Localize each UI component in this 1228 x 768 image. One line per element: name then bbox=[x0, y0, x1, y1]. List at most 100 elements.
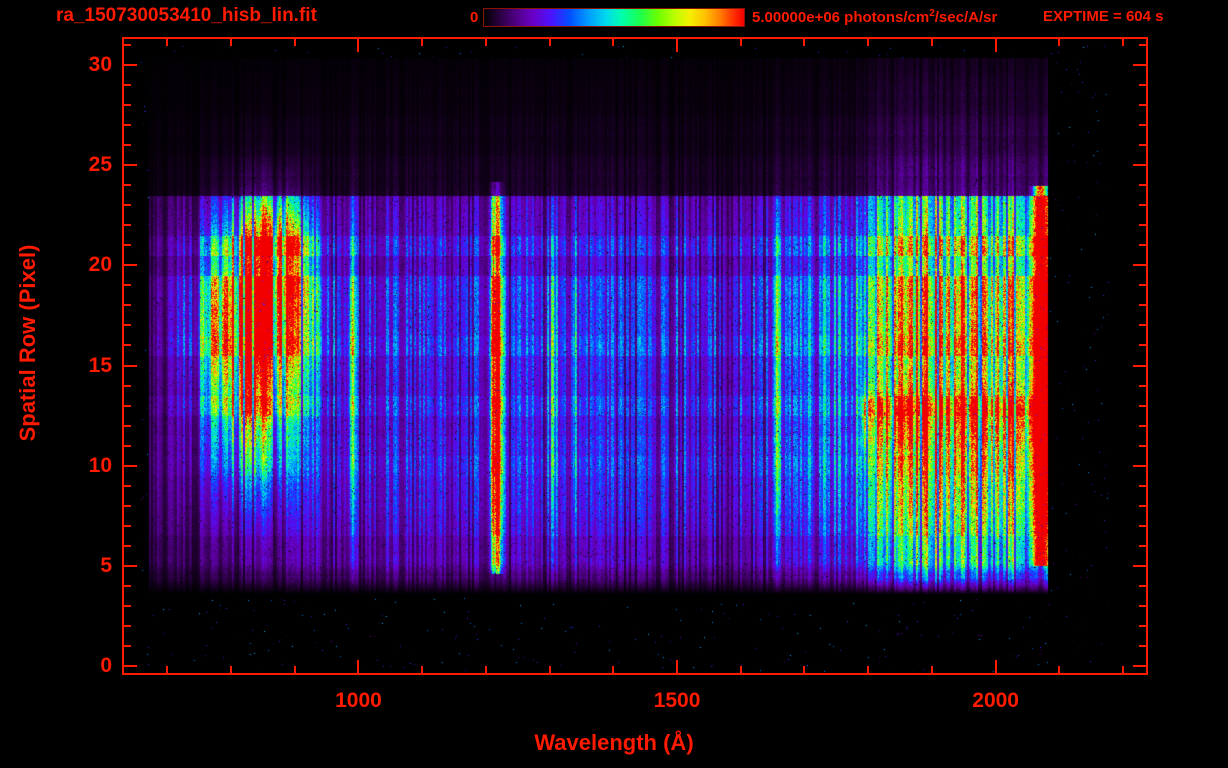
x-tick-1200 bbox=[484, 666, 487, 673]
x-tick-label-1500: 1500 bbox=[653, 689, 701, 712]
y-tick-19 bbox=[124, 284, 131, 287]
x-tick-1600 bbox=[739, 666, 742, 673]
y-tick-27 bbox=[124, 124, 131, 127]
y-tick-right-14 bbox=[1139, 384, 1146, 387]
y-tick-11 bbox=[124, 444, 131, 447]
y-tick-right-30 bbox=[1133, 64, 1146, 67]
y-tick-right-9 bbox=[1139, 484, 1146, 487]
y-tick-0 bbox=[124, 664, 137, 667]
y-tick-right-3 bbox=[1139, 604, 1146, 607]
y-tick-4 bbox=[124, 584, 131, 587]
y-tick-right-4 bbox=[1139, 584, 1146, 587]
y-tick-15 bbox=[124, 364, 137, 367]
y-tick-right-8 bbox=[1139, 504, 1146, 507]
x-tick-top-2100 bbox=[1058, 39, 1061, 46]
x-tick-top-700 bbox=[166, 39, 169, 46]
y-tick-21 bbox=[124, 244, 131, 247]
x-tick-top-1700 bbox=[803, 39, 806, 46]
x-tick-top-1000 bbox=[357, 39, 360, 52]
y-tick-right-11 bbox=[1139, 444, 1146, 447]
x-tick-900 bbox=[293, 666, 296, 673]
y-axis-title: Spatial Row (Pixel) bbox=[15, 244, 40, 442]
y-tick-12 bbox=[124, 424, 131, 427]
y-tick-right-25 bbox=[1133, 164, 1146, 167]
y-tick-right-0 bbox=[1133, 664, 1146, 667]
y-tick-right-16 bbox=[1139, 344, 1146, 347]
y-tick-right-21 bbox=[1139, 244, 1146, 247]
x-tick-top-1400 bbox=[612, 39, 615, 46]
x-tick-top-2000 bbox=[994, 39, 997, 52]
x-tick-1100 bbox=[421, 666, 424, 673]
colorbar bbox=[483, 8, 745, 27]
y-tick-right-23 bbox=[1139, 204, 1146, 207]
y-tick-right-2 bbox=[1139, 624, 1146, 627]
y-tick-right-7 bbox=[1139, 524, 1146, 527]
x-tick-1000 bbox=[357, 660, 360, 673]
y-tick-6 bbox=[124, 544, 131, 547]
y-tick-right-13 bbox=[1139, 404, 1146, 407]
y-tick-14 bbox=[124, 384, 131, 387]
colorbar-max-label: 5.00000e+06 photons/cm2/sec/A/sr bbox=[752, 8, 997, 26]
x-tick-top-2200 bbox=[1122, 39, 1125, 46]
y-tick-24 bbox=[124, 184, 131, 187]
y-tick-right-27 bbox=[1139, 124, 1146, 127]
colorbar-max-value: 5.00000e+06 bbox=[752, 9, 841, 26]
x-tick-top-1300 bbox=[548, 39, 551, 46]
y-tick-28 bbox=[124, 104, 131, 107]
x-tick-top-1800 bbox=[867, 39, 870, 46]
colorbar-gradient bbox=[484, 9, 744, 26]
y-tick-label-15: 15 bbox=[88, 353, 112, 377]
y-tick-right-17 bbox=[1139, 324, 1146, 327]
y-tick-right-24 bbox=[1139, 184, 1146, 187]
x-tick-label-1000: 1000 bbox=[335, 689, 382, 712]
y-tick-label-25: 25 bbox=[88, 153, 112, 177]
y-tick-label-20: 20 bbox=[88, 253, 112, 277]
spectrogram-canvas bbox=[124, 39, 1146, 673]
x-tick-700 bbox=[166, 666, 169, 673]
x-tick-1800 bbox=[867, 666, 870, 673]
y-tick-right-31 bbox=[1139, 44, 1146, 46]
y-tick-label-5: 5 bbox=[100, 553, 112, 577]
colorbar-units-pre: photons/cm bbox=[840, 9, 930, 26]
y-tick-right-22 bbox=[1139, 224, 1146, 227]
y-tick-23 bbox=[124, 204, 131, 207]
x-tick-label-2000: 2000 bbox=[972, 689, 1019, 712]
x-tick-top-1600 bbox=[739, 39, 742, 46]
y-tick-26 bbox=[124, 144, 131, 147]
y-tick-label-0: 0 bbox=[100, 653, 112, 677]
x-axis-title: Wavelength (Å) bbox=[534, 730, 694, 755]
y-tick-10 bbox=[124, 464, 137, 467]
y-tick-16 bbox=[124, 344, 131, 347]
x-tick-1400 bbox=[612, 666, 615, 673]
page-title: ra_150730053410_hisb_lin.fit bbox=[56, 5, 317, 26]
plot-frame bbox=[122, 37, 1148, 675]
y-tick-right-1 bbox=[1139, 644, 1146, 647]
y-tick-right-10 bbox=[1133, 464, 1146, 467]
x-tick-top-1900 bbox=[930, 39, 933, 46]
y-tick-right-15 bbox=[1133, 364, 1146, 367]
y-tick-right-12 bbox=[1139, 424, 1146, 427]
y-tick-label-30: 30 bbox=[88, 53, 112, 77]
x-tick-top-1200 bbox=[484, 39, 487, 46]
x-tick-2000 bbox=[994, 660, 997, 673]
x-tick-1300 bbox=[548, 666, 551, 673]
y-tick-20 bbox=[124, 264, 137, 267]
y-tick-31 bbox=[124, 44, 131, 46]
y-tick-13 bbox=[124, 404, 131, 407]
x-tick-top-1100 bbox=[421, 39, 424, 46]
y-tick-right-6 bbox=[1139, 544, 1146, 547]
exposure-time-label: EXPTIME = 604 s bbox=[1043, 8, 1164, 25]
colorbar-min-label: 0 bbox=[470, 9, 479, 26]
y-tick-2 bbox=[124, 624, 131, 627]
colorbar-units-exponent: 2 bbox=[929, 8, 935, 19]
x-tick-top-800 bbox=[230, 39, 233, 46]
spectrogram-image bbox=[124, 39, 1146, 673]
y-tick-5 bbox=[124, 564, 137, 567]
y-tick-17 bbox=[124, 324, 131, 327]
y-tick-25 bbox=[124, 164, 137, 167]
x-tick-2100 bbox=[1058, 666, 1061, 673]
y-tick-3 bbox=[124, 604, 131, 607]
y-tick-29 bbox=[124, 84, 131, 87]
x-tick-top-900 bbox=[293, 39, 296, 46]
